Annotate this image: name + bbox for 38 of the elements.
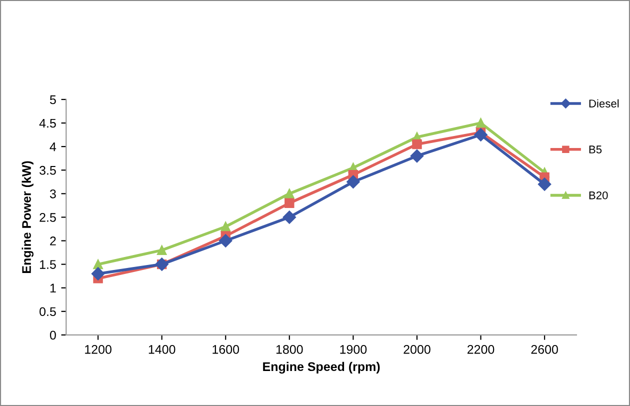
point xyxy=(284,188,294,199)
point xyxy=(474,128,488,142)
point xyxy=(93,259,103,270)
y-tick-label: 4.5 xyxy=(39,118,56,128)
y-axis-title: Engine Power (kW) xyxy=(22,161,34,273)
y-tick-label: 0 xyxy=(50,330,56,340)
y-tick-label: 1.5 xyxy=(40,260,56,269)
point xyxy=(284,198,294,208)
y-tick-label: 3.5 xyxy=(40,166,56,175)
x-tick-label: 2200 xyxy=(467,345,494,354)
point xyxy=(91,267,105,280)
point xyxy=(410,149,424,163)
x-axis-title: Engine Speed (rpm) xyxy=(263,362,380,374)
x-tick-label: 1800 xyxy=(276,345,303,354)
point xyxy=(476,118,486,128)
y-tick-label: 4 xyxy=(50,142,56,152)
point xyxy=(220,222,230,232)
x-tick-label: 2000 xyxy=(404,345,430,354)
y-tick-label: 1 xyxy=(50,284,56,292)
point xyxy=(219,234,232,248)
legend-label: B20 xyxy=(589,191,608,200)
x-tick-label: 1600 xyxy=(212,345,240,354)
y-tick-label: 2.5 xyxy=(40,213,56,222)
legend-label: Diesel xyxy=(589,99,619,108)
legend-label: B5 xyxy=(589,146,602,154)
point xyxy=(346,175,360,188)
point xyxy=(538,178,552,191)
x-tick-label: 1200 xyxy=(85,345,112,354)
point xyxy=(156,245,167,256)
x-tick-label: 1400 xyxy=(148,345,176,354)
y-tick-label: 3 xyxy=(50,189,56,198)
y-tick-label: 5 xyxy=(50,95,56,104)
y-tick-label: 0.5 xyxy=(40,307,56,316)
y-tick-label: 2 xyxy=(50,236,56,246)
point xyxy=(412,139,422,150)
x-tick-label: 2600 xyxy=(531,345,558,354)
x-tick-label: 1900 xyxy=(340,345,367,354)
point xyxy=(282,210,296,224)
